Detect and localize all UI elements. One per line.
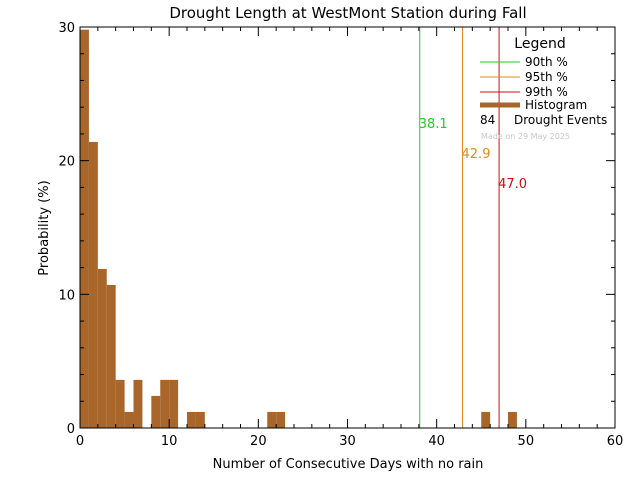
histogram-bar <box>106 284 116 428</box>
y-tick-label: 30 <box>58 21 75 36</box>
histogram-bar <box>276 411 286 428</box>
chart-title: Drought Length at WestMont Station durin… <box>169 4 526 22</box>
histogram-bar <box>80 29 89 428</box>
legend-item-label: 95th % <box>525 70 568 84</box>
legend-made-on-note: Made on 29 May 2025 <box>481 132 570 141</box>
histogram-bar <box>160 379 170 428</box>
percentile-value-label: 38.1 <box>419 117 448 132</box>
legend-events-count: 84 <box>480 113 495 127</box>
axis-ticks: 0 10 20 30 40 50 60 0 10 20 30 <box>58 21 623 449</box>
histogram-bar <box>187 411 196 428</box>
histogram-bar <box>267 411 277 428</box>
histogram-bar <box>115 379 125 428</box>
x-tick-label: 0 <box>76 434 84 449</box>
histogram-bars <box>80 29 517 428</box>
histogram-bar <box>195 411 205 428</box>
histogram-bar <box>151 395 161 428</box>
histogram-bar <box>508 411 517 428</box>
y-tick-label: 20 <box>58 155 75 170</box>
y-tick-label: 10 <box>58 288 75 303</box>
y-axis-label: Probability (%) <box>37 180 52 275</box>
histogram-bar <box>169 379 179 428</box>
legend-events-label: Drought Events <box>514 113 607 127</box>
x-tick-label: 60 <box>607 434 624 449</box>
histogram-bar <box>133 379 143 428</box>
legend: Legend 90th %95th %99th %Histogram 84 Droug… <box>480 36 607 141</box>
y-tick-label: 0 <box>67 422 75 437</box>
percentile-value-label: 42.9 <box>462 147 491 162</box>
legend-item-label: 90th % <box>525 55 568 69</box>
percentile-lines: 38.1 42.9 47.0 <box>419 27 527 428</box>
histogram-bar <box>124 411 134 428</box>
histogram-bar <box>97 268 107 428</box>
legend-title: Legend <box>514 36 565 52</box>
legend-item-label: 99th % <box>525 85 568 99</box>
x-tick-label: 30 <box>339 434 356 449</box>
legend-item-label: Histogram <box>525 98 587 112</box>
x-tick-label: 10 <box>161 434 178 449</box>
x-axis-label: Number of Consecutive Days with no rain <box>213 457 484 472</box>
histogram-bar <box>481 411 491 428</box>
histogram-bar <box>88 141 98 428</box>
x-tick-label: 40 <box>428 434 445 449</box>
x-tick-label: 50 <box>518 434 535 449</box>
percentile-value-label: 47.0 <box>498 177 527 192</box>
x-tick-label: 20 <box>250 434 267 449</box>
